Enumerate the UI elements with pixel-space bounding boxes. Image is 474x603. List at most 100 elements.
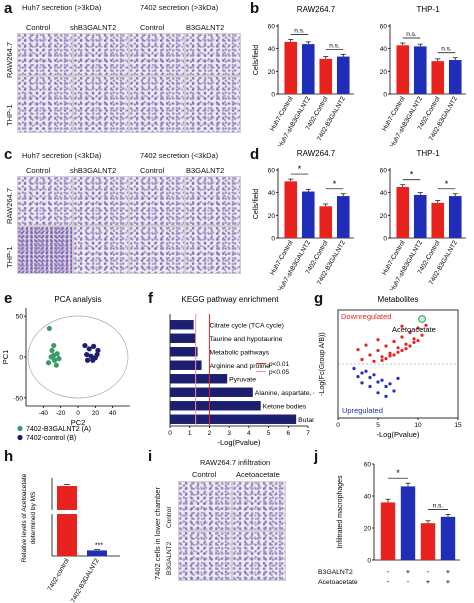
- downregulated-label: Downregulated: [341, 312, 391, 321]
- c-col-3: Control: [140, 166, 165, 175]
- scatter-point: [420, 333, 424, 337]
- x-tick-label: 0: [168, 430, 172, 437]
- y-axis-label: Cells/field: [253, 189, 260, 219]
- x-tick-label: 6: [286, 430, 290, 437]
- treatment-sign: -: [387, 567, 390, 576]
- bar: [380, 502, 396, 560]
- a-row-2: THP-1: [5, 104, 14, 126]
- bar: [336, 196, 350, 238]
- micrograph: [232, 481, 286, 531]
- y-tick-label: 20: [380, 69, 388, 76]
- row-label: Acetoacetate: [318, 579, 358, 586]
- scatter-point: [84, 351, 90, 358]
- x-tick-label: -40: [39, 410, 49, 417]
- significance-label: *: [445, 179, 449, 189]
- y-tick-label: 0: [271, 236, 275, 243]
- micrograph: [17, 33, 73, 76]
- bar: [448, 196, 462, 238]
- scatter-point: [392, 389, 396, 393]
- x-axis-label: -Log(Pvalue): [377, 430, 420, 439]
- treatment-sign: -: [407, 577, 410, 586]
- scatter-point: [384, 384, 388, 389]
- scatter-point: [46, 325, 53, 332]
- scatter-point: [384, 394, 388, 398]
- bar: [440, 516, 456, 560]
- chart-h-acetoacetate: Relative levels of Acetoacetate determine…: [21, 473, 120, 603]
- y-tick-label: 20: [268, 69, 276, 76]
- chart-d-raw264: RAW264.7Cells/field0204060Huh7-ControlHu…: [253, 149, 354, 290]
- a-col-4: B3GALNT2: [186, 23, 225, 32]
- scatter-point: [53, 362, 59, 368]
- chart-b-raw264: RAW264.7Cells/field0204060Huh7-ControlHu…: [253, 5, 354, 146]
- y-axis-label: PC1: [1, 350, 10, 365]
- scatter-point: [356, 375, 360, 379]
- scatter-point: [380, 355, 384, 359]
- y-tick-label: 60: [380, 24, 388, 31]
- bar: [284, 181, 298, 238]
- scatter-point: [384, 357, 388, 361]
- c-header-left: Huh7 secretion (<3kDa): [22, 151, 102, 160]
- chart-j-infiltration: Infiltrated macrophages 0 20 40 60 * n.s. B3GAL…: [318, 462, 460, 586]
- chart-title: Metabolites: [378, 295, 419, 304]
- y-tick-label: 0: [383, 236, 387, 243]
- significance-label: n.s.: [329, 42, 340, 49]
- treatment-sign: -: [427, 567, 430, 576]
- category-label: Pyruvate: [229, 376, 256, 383]
- significance-label: *: [410, 170, 414, 180]
- micrograph: [185, 176, 241, 226]
- x-tick-label: 7402-control: [47, 557, 71, 592]
- y-tick-label: 20: [364, 526, 372, 533]
- chart-title: THP-1: [416, 5, 440, 14]
- x-tick-label: 2: [208, 430, 212, 437]
- panel-label-d: d: [250, 146, 260, 163]
- legend-marker: [17, 434, 23, 441]
- bar: [413, 194, 427, 238]
- y-axis-label: determined by MS: [30, 491, 37, 544]
- scatter-point: [404, 342, 408, 346]
- scatter-point: [56, 356, 62, 362]
- significance-label: *: [396, 468, 400, 478]
- bar: [396, 45, 410, 94]
- x-tick-label: 4: [247, 430, 251, 437]
- y-tick-label: 40: [380, 46, 388, 53]
- x-tick-label: Huh7-shB3GALNT2: [277, 95, 312, 146]
- a-header-left: Huh7 secretion (>3kDa): [22, 3, 102, 12]
- y-tick-label: 40: [268, 46, 276, 53]
- bar: [431, 61, 445, 94]
- scatter-point: [380, 378, 384, 382]
- chart-title: RAW264.7: [297, 5, 336, 14]
- scatter-point: [424, 323, 428, 327]
- micrograph: [129, 176, 185, 226]
- legend-label: p<0.01: [269, 361, 289, 368]
- y-tick-label: 0: [271, 92, 275, 99]
- scatter-point: [372, 359, 376, 363]
- scatter-point: [376, 338, 380, 342]
- panel-label-h: h: [4, 448, 14, 465]
- legend-label: 7402-control (B): [26, 435, 76, 442]
- significance-label: ***: [95, 542, 103, 549]
- y-tick-label: -50: [14, 395, 24, 402]
- c-row-2: THP-1: [5, 246, 14, 268]
- chart-title: KEGG pathway enrichment: [182, 295, 280, 304]
- c-col-2: shB3GALNT2: [70, 166, 117, 175]
- micrograph: [185, 33, 241, 76]
- scatter-point: [396, 346, 400, 350]
- treatment-sign: +: [446, 567, 451, 576]
- scatter-point: [412, 340, 416, 344]
- significance-label: n.s.: [294, 28, 305, 35]
- micrograph: [73, 76, 129, 133]
- y-axis-label: Relative levels of Acetoacetate: [21, 473, 28, 562]
- scatter-point: [90, 357, 96, 363]
- bar: [170, 320, 194, 330]
- y-tick-label: 20: [268, 213, 276, 220]
- panel-label-j: j: [314, 448, 319, 465]
- confidence-ellipse: [27, 315, 129, 399]
- category-label: Metabolic pathways: [209, 349, 269, 356]
- micrograph: [232, 531, 286, 581]
- scatter-point: [392, 339, 396, 344]
- significance-label: *: [298, 164, 302, 174]
- y-tick-label: 0: [367, 558, 371, 565]
- micrograph: [17, 176, 73, 226]
- x-tick-label: Huh7-shB3GALNT2: [277, 239, 312, 290]
- scatter-point: [368, 375, 372, 380]
